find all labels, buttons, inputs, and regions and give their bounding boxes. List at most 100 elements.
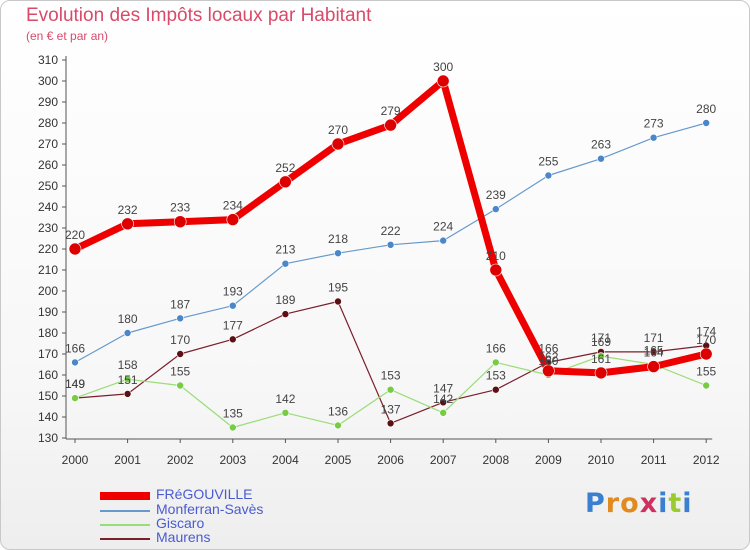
x-tick-label: 2006	[377, 453, 404, 467]
legend-swatch	[100, 538, 150, 540]
data-point-monferran-saves	[386, 241, 395, 249]
data-point-fregouville	[489, 263, 503, 277]
data-point-giscaro	[71, 394, 79, 402]
proxiti-logo: Proxiti	[585, 488, 693, 519]
x-tick-label: 2003	[219, 453, 246, 467]
x-tick-label: 2011	[641, 453, 667, 467]
y-tick-label: 130	[38, 431, 58, 445]
x-tick-label: 2002	[167, 453, 194, 467]
data-point-fregouville	[121, 217, 134, 231]
logo-letter: o	[620, 488, 640, 519]
data-point-giscaro	[176, 381, 184, 390]
data-label-giscaro: 155	[170, 365, 190, 379]
data-point-giscaro	[123, 375, 132, 384]
data-point-monferran-saves	[71, 358, 79, 367]
x-tick-label: 2000	[62, 453, 89, 467]
data-label-giscaro: 155	[696, 365, 716, 379]
data-point-maurens	[439, 398, 448, 407]
data-label-giscaro: 166	[486, 341, 506, 355]
data-point-monferran-saves	[544, 171, 553, 180]
data-label-fregouville: 234	[223, 199, 243, 213]
data-point-maurens	[229, 335, 237, 344]
data-label-giscaro: 158	[118, 358, 138, 372]
data-label-fregouville: 233	[170, 201, 190, 215]
data-point-monferran-saves	[702, 119, 711, 127]
data-label-monferran-saves: 255	[538, 155, 558, 169]
legend-swatch	[100, 524, 150, 526]
data-point-giscaro	[491, 358, 500, 367]
data-point-fregouville	[173, 215, 187, 228]
data-point-monferran-saves	[597, 154, 605, 163]
x-tick-label: 2012	[693, 453, 720, 467]
data-label-fregouville: 270	[328, 123, 348, 137]
data-label-monferran-saves: 273	[644, 117, 664, 131]
data-label-maurens: 147	[433, 381, 453, 395]
data-label-monferran-saves: 263	[591, 138, 611, 152]
chart-axes: 130 140 150 160 170 180 190 200 210 220 230 240 250 2…	[38, 53, 720, 467]
data-label-giscaro: 149	[65, 377, 85, 391]
data-point-monferran-saves	[123, 329, 132, 337]
y-tick-label: 220	[38, 242, 58, 256]
legend-label: Maurens	[156, 529, 211, 545]
data-point-maurens	[649, 348, 658, 356]
data-point-fregouville	[542, 364, 555, 378]
data-label-giscaro: 169	[591, 335, 611, 349]
data-point-maurens	[491, 385, 500, 394]
legend-swatch	[100, 492, 150, 500]
data-label-monferran-saves: 222	[381, 224, 401, 238]
y-tick-label: 290	[38, 95, 58, 109]
data-label-monferran-saves: 218	[328, 232, 348, 246]
data-point-fregouville	[699, 347, 713, 361]
data-label-fregouville: 164	[644, 346, 664, 360]
logo-letter: i	[682, 488, 693, 519]
legend-label: Giscaro	[156, 515, 205, 531]
data-label-fregouville: 210	[486, 249, 506, 263]
data-label-fregouville: 252	[275, 161, 295, 175]
data-label-monferran-saves: 280	[696, 102, 716, 116]
y-tick-label: 230	[38, 221, 58, 235]
data-point-fregouville	[331, 137, 345, 151]
data-label-monferran-saves: 239	[486, 188, 506, 202]
series-layer	[68, 74, 713, 432]
data-label-fregouville: 220	[65, 228, 85, 242]
logo-letter: x	[639, 488, 659, 519]
y-tick-label: 210	[38, 263, 58, 277]
y-tick-label: 300	[38, 74, 58, 88]
data-label-giscaro: 153	[381, 369, 401, 383]
x-tick-label: 2008	[482, 453, 509, 467]
data-point-fregouville	[647, 360, 660, 373]
y-tick-label: 310	[38, 53, 58, 67]
data-label-monferran-saves: 180	[118, 312, 138, 326]
data-point-fregouville	[226, 213, 240, 226]
data-point-maurens	[281, 310, 290, 318]
data-label-maurens: 137	[381, 402, 401, 416]
chart-title: Evolution des Impôts locaux par Habitant	[26, 5, 372, 26]
data-point-maurens	[334, 297, 342, 306]
data-point-monferran-saves	[439, 236, 448, 245]
x-tick-label: 2010	[588, 453, 615, 467]
data-point-monferran-saves	[281, 259, 290, 268]
data-label-maurens: 166	[538, 341, 558, 355]
legend-swatch	[100, 510, 150, 512]
y-tick-label: 250	[38, 179, 58, 193]
legend-label: Monferran-Savès	[156, 501, 264, 517]
data-label-fregouville: 162	[538, 350, 558, 364]
y-tick-label: 180	[38, 326, 58, 340]
data-point-giscaro	[281, 408, 290, 417]
data-label-fregouville: 232	[118, 203, 138, 217]
y-tick-label: 170	[38, 347, 58, 361]
data-point-giscaro	[702, 381, 711, 390]
data-point-fregouville	[384, 118, 397, 132]
data-label-giscaro: 142	[275, 392, 295, 406]
logo-letter: P	[585, 488, 606, 519]
data-label-monferran-saves: 224	[433, 220, 453, 234]
data-label-maurens: 195	[328, 281, 348, 295]
chart-subtitle: (en € et par an)	[26, 29, 109, 43]
data-point-monferran-saves	[649, 133, 658, 142]
logo-letter: i	[658, 488, 669, 519]
data-label-fregouville: 170	[696, 333, 716, 347]
y-tick-label: 140	[38, 410, 58, 424]
x-tick-label: 2001	[114, 453, 141, 467]
